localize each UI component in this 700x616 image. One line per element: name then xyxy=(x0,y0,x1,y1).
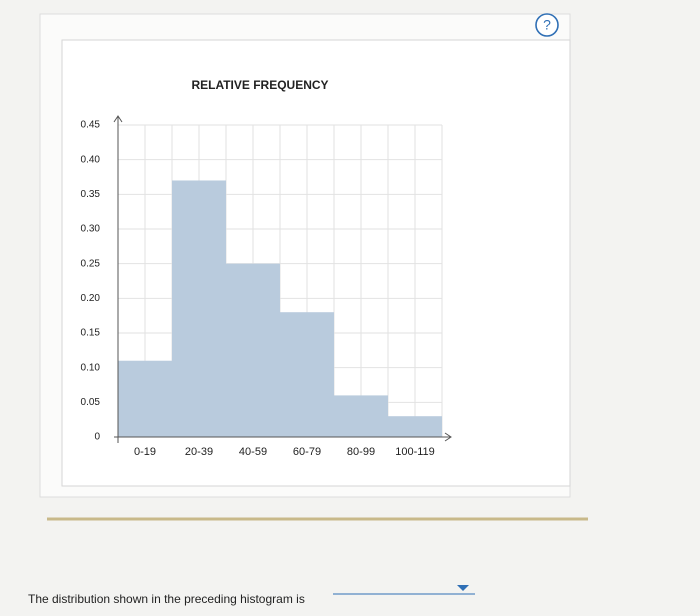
y-tick-label: 0.10 xyxy=(81,362,101,373)
y-tick-label: 0.25 xyxy=(81,258,101,269)
x-tick-label: 80-99 xyxy=(347,446,375,458)
bar xyxy=(118,360,172,437)
y-axis-arrow xyxy=(113,115,123,123)
x-axis-arrow xyxy=(444,432,452,442)
help-icon-text[interactable]: ? xyxy=(543,17,551,33)
x-tick-label: 60-79 xyxy=(293,446,321,458)
y-tick-label: 0.45 xyxy=(81,120,101,131)
y-tick-label: 0.30 xyxy=(81,224,101,235)
bar xyxy=(172,180,226,437)
x-tick-label: 40-59 xyxy=(239,446,267,458)
y-tick-label: 0.15 xyxy=(81,328,101,339)
y-tick-label: 0 xyxy=(94,432,100,443)
y-tick-label: 0.05 xyxy=(81,397,101,408)
chart-title: RELATIVE FREQUENCY xyxy=(191,78,328,92)
x-tick-label: 0-19 xyxy=(134,446,156,458)
bar xyxy=(334,395,388,437)
bar xyxy=(388,416,442,437)
y-tick-label: 0.20 xyxy=(81,293,101,304)
bar xyxy=(226,263,280,437)
bar xyxy=(280,312,334,437)
help-icon[interactable] xyxy=(535,13,559,37)
question: The distribution shown in the preceding … xyxy=(28,592,305,606)
x-tick-label: 20-39 xyxy=(185,446,213,458)
plot: 0 0.05 0.10 0.15 0.20 0.25 0.30 0.35 0.40 0.45 0-1… xyxy=(81,115,452,458)
x-tick-label: 100-119 xyxy=(395,446,435,458)
y-tick-label: 0.35 xyxy=(81,189,101,200)
dropdown-arrow[interactable] xyxy=(457,585,469,591)
y-tick-label: 0.40 xyxy=(81,154,101,165)
